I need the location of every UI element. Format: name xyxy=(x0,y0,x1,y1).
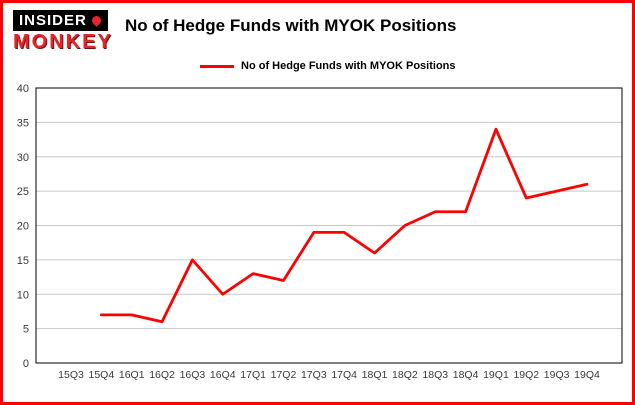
logo-monkey-text: MONKEY xyxy=(13,31,113,53)
logo-insider-text: INSIDER xyxy=(19,12,87,29)
svg-text:17Q2: 17Q2 xyxy=(271,369,297,381)
svg-text:16Q3: 16Q3 xyxy=(180,369,206,381)
legend-label: No of Hedge Funds with MYOK Positions xyxy=(241,60,456,72)
svg-text:35: 35 xyxy=(17,117,29,129)
insider-monkey-logo: INSIDER MONKEY xyxy=(13,10,113,52)
svg-text:30: 30 xyxy=(17,152,29,164)
svg-text:19Q3: 19Q3 xyxy=(544,369,570,381)
svg-text:15: 15 xyxy=(17,255,29,267)
svg-text:18Q1: 18Q1 xyxy=(362,369,388,381)
legend-line-swatch xyxy=(200,64,234,68)
svg-text:18Q3: 18Q3 xyxy=(422,369,448,381)
svg-text:16Q4: 16Q4 xyxy=(210,369,236,381)
svg-text:15Q3: 15Q3 xyxy=(58,369,84,381)
x-axis-labels: 15Q3 15Q4 16Q1 16Q2 16Q3 16Q4 17Q1 17Q2 17Q3 17Q4… xyxy=(58,369,600,381)
svg-text:15Q4: 15Q4 xyxy=(89,369,115,381)
svg-text:17Q1: 17Q1 xyxy=(240,369,266,381)
svg-text:10: 10 xyxy=(17,289,29,301)
svg-text:18Q4: 18Q4 xyxy=(453,369,479,381)
svg-text:17Q3: 17Q3 xyxy=(301,369,327,381)
svg-text:0: 0 xyxy=(23,358,29,370)
svg-text:20: 20 xyxy=(17,221,29,233)
svg-text:25: 25 xyxy=(17,186,29,198)
banana-icon xyxy=(89,14,103,27)
line-chart: 0 5 10 15 20 25 30 35 40 15Q3 15Q4 16Q1 16Q2 16Q3 16Q4… xyxy=(17,83,623,381)
svg-text:19Q2: 19Q2 xyxy=(513,369,539,381)
svg-text:5: 5 xyxy=(23,324,29,336)
logo-insider-row: INSIDER xyxy=(13,10,108,31)
chart-title: No of Hedge Funds with MYOK Positions xyxy=(125,16,457,35)
gridlines xyxy=(36,87,622,330)
svg-text:18Q2: 18Q2 xyxy=(392,369,418,381)
data-line xyxy=(99,127,589,324)
svg-text:19Q1: 19Q1 xyxy=(483,369,509,381)
svg-text:16Q2: 16Q2 xyxy=(149,369,175,381)
svg-text:17Q4: 17Q4 xyxy=(331,369,357,381)
legend: No of Hedge Funds with MYOK Positions xyxy=(200,60,456,72)
svg-text:40: 40 xyxy=(17,83,29,95)
y-axis-labels: 0 5 10 15 20 25 30 35 40 xyxy=(17,83,29,370)
svg-text:16Q1: 16Q1 xyxy=(119,369,145,381)
plot-border xyxy=(35,87,623,364)
svg-text:19Q4: 19Q4 xyxy=(574,369,600,381)
